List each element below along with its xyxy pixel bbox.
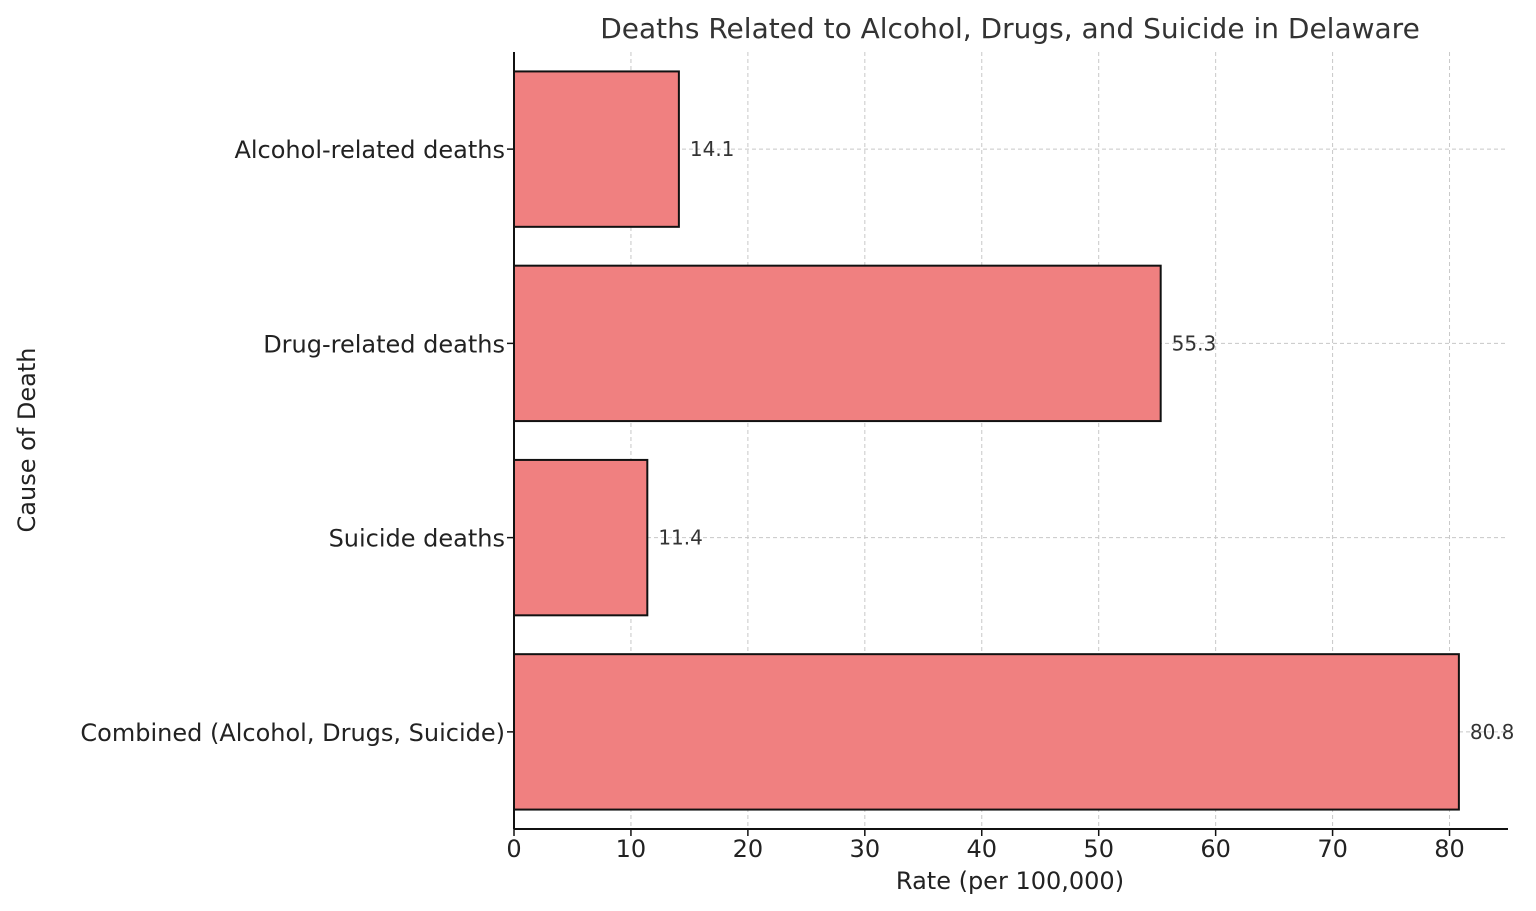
bar-value-label: 80.8 <box>1470 720 1515 744</box>
category-label: Drug-related deaths <box>263 330 505 358</box>
label-layer: Alcohol-related deaths 14.1 Drug-related d… <box>80 136 1514 747</box>
bar-alcohol-related-deaths <box>513 70 680 228</box>
bar-value-label: 55.3 <box>1172 331 1217 355</box>
x-tick-label: 60 <box>1200 835 1231 863</box>
axis-layer: 0 10 20 30 40 50 60 70 80 <box>506 52 1508 863</box>
x-tick-label: 20 <box>733 835 764 863</box>
category-label: Suicide deaths <box>329 525 505 553</box>
x-tick-label: 40 <box>966 835 997 863</box>
bar-layer <box>513 70 1460 811</box>
category-label: Alcohol-related deaths <box>234 136 505 164</box>
x-tick-label: 30 <box>850 835 881 863</box>
bar-suicide-deaths <box>513 458 649 617</box>
bar-value-label: 14.1 <box>690 137 735 161</box>
chart-title: Deaths Related to Alcohol, Drugs, and Su… <box>600 12 1420 45</box>
bar-combined-alcohol-drugs-suicide <box>513 653 1460 811</box>
x-tick-label: 70 <box>1317 835 1348 863</box>
x-tick-label: 80 <box>1434 835 1465 863</box>
category-label: Combined (Alcohol, Drugs, Suicide) <box>80 719 505 747</box>
bar-drug-related-deaths <box>513 264 1162 423</box>
x-tick-label: 0 <box>506 835 521 863</box>
x-tick-label: 50 <box>1083 835 1114 863</box>
y-axis-label: Cause of Death <box>13 348 41 533</box>
x-tick-label: 10 <box>616 835 647 863</box>
bar-value-label: 11.4 <box>658 526 703 550</box>
x-axis-label: Rate (per 100,000) <box>896 867 1124 895</box>
